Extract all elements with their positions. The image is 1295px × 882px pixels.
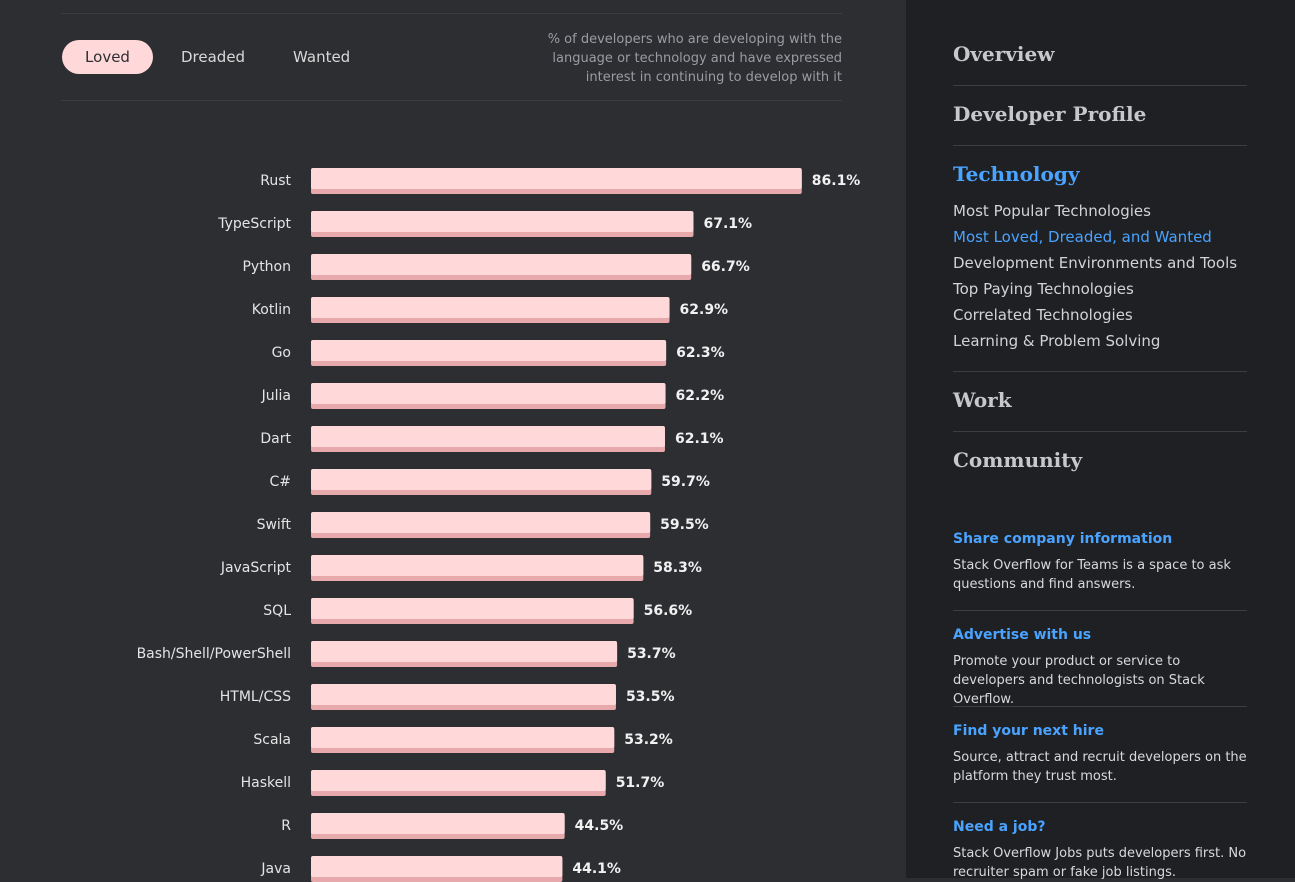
category-label: Python — [242, 259, 291, 275]
sidebar-section-community[interactable]: Community — [953, 448, 1083, 472]
value-label: 44.5% — [575, 818, 624, 834]
bar[interactable] — [311, 641, 618, 662]
sidebar-divider — [953, 431, 1247, 432]
category-label: Scala — [253, 732, 291, 748]
bar[interactable] — [311, 727, 615, 748]
category-label: R — [281, 818, 291, 834]
sidebar-item-learning[interactable]: Learning & Problem Solving — [953, 332, 1161, 350]
sidebar-divider — [953, 706, 1247, 707]
sidebar-item-correlated[interactable]: Correlated Technologies — [953, 306, 1133, 324]
tab-loved[interactable]: Loved — [62, 40, 153, 74]
value-label: 62.9% — [680, 302, 729, 318]
category-label: Bash/Shell/PowerShell — [137, 646, 291, 662]
category-label: JavaScript — [220, 560, 292, 576]
category-label: HTML/CSS — [220, 689, 291, 705]
category-label: SQL — [263, 603, 291, 619]
promo-share-company-link[interactable]: Share company information — [953, 531, 1173, 547]
category-label: Julia — [261, 388, 291, 404]
bar[interactable] — [311, 770, 606, 791]
value-label: 67.1% — [703, 216, 752, 232]
bar-chart: Rust 86.1% TypeScript 67.1% Python 66.7% Kotli… — [137, 168, 861, 882]
value-label: 62.3% — [676, 345, 725, 361]
bar[interactable] — [311, 512, 651, 533]
bar[interactable] — [311, 426, 665, 447]
tab-dreaded[interactable]: Dreaded — [181, 48, 246, 66]
tab-wanted[interactable]: Wanted — [293, 48, 351, 66]
promo-job-text: Stack Overflow Jobs puts developers firs… — [953, 846, 1247, 880]
main-content: Loved Dreaded Wanted % of developers who… — [61, 13, 861, 882]
value-label: 86.1% — [812, 173, 861, 189]
sidebar-divider — [953, 85, 1247, 86]
category-label: Haskell — [241, 775, 291, 791]
tabs-divider — [61, 100, 842, 101]
category-label: TypeScript — [217, 216, 291, 232]
bar[interactable] — [311, 684, 616, 705]
category-label: Dart — [260, 431, 291, 447]
bar[interactable] — [311, 297, 670, 318]
sidebar-divider — [953, 802, 1247, 803]
value-label: 51.7% — [616, 775, 665, 791]
bar[interactable] — [311, 168, 802, 189]
sidebar — [906, 0, 1295, 878]
bar[interactable] — [311, 469, 652, 490]
bar[interactable] — [311, 254, 692, 275]
promo-advertise-link[interactable]: Advertise with us — [953, 627, 1092, 643]
value-label: 62.2% — [676, 388, 725, 404]
bar[interactable] — [311, 813, 565, 834]
value-label: 59.5% — [660, 517, 709, 533]
value-label: 59.7% — [661, 474, 710, 490]
value-label: 53.2% — [624, 732, 673, 748]
sidebar-item-most-popular[interactable]: Most Popular Technologies — [953, 202, 1151, 220]
sidebar-item-most-loved[interactable]: Most Loved, Dreaded, and Wanted — [953, 228, 1212, 246]
category-label: Swift — [257, 517, 292, 533]
sidebar-divider — [953, 145, 1247, 146]
value-label: 44.1% — [572, 861, 621, 877]
category-label: Go — [272, 345, 291, 361]
value-label: 53.5% — [626, 689, 675, 705]
promo-job-link[interactable]: Need a job? — [953, 819, 1046, 835]
sidebar-section-work[interactable]: Work — [953, 388, 1012, 412]
sidebar-divider — [953, 610, 1247, 611]
category-label: Rust — [260, 173, 291, 189]
sidebar-section-technology[interactable]: Technology — [953, 162, 1080, 186]
promo-hire-link[interactable]: Find your next hire — [953, 723, 1104, 739]
sidebar-item-dev-environments[interactable]: Development Environments and Tools — [953, 254, 1238, 272]
bar[interactable] — [311, 555, 644, 576]
top-divider — [61, 13, 842, 14]
bar[interactable] — [311, 211, 694, 232]
value-label: 58.3% — [653, 560, 702, 576]
promo-hire-text: Source, attract and recruit developers o… — [953, 750, 1247, 784]
promo-advertise-text: Promote your product or service to devel… — [953, 654, 1205, 707]
sidebar-item-top-paying[interactable]: Top Paying Technologies — [953, 280, 1134, 298]
value-label: 62.1% — [675, 431, 724, 447]
value-label: 56.6% — [644, 603, 693, 619]
bar[interactable] — [311, 340, 667, 361]
bar[interactable] — [311, 856, 563, 877]
chart-description: % of developers who are developing with … — [547, 32, 842, 85]
bar[interactable] — [311, 383, 666, 404]
promo-share-company-text: Stack Overflow for Teams is a space to a… — [953, 558, 1231, 592]
value-label: 53.7% — [627, 646, 676, 662]
value-label: 66.7% — [701, 259, 750, 275]
sidebar-section-overview[interactable]: Overview — [953, 42, 1055, 66]
bar[interactable] — [311, 598, 634, 619]
category-label: Java — [260, 861, 291, 877]
sidebar-divider — [953, 371, 1247, 372]
sidebar-section-developer-profile[interactable]: Developer Profile — [953, 102, 1147, 126]
category-label: Kotlin — [252, 302, 291, 318]
category-label: C# — [269, 474, 291, 490]
